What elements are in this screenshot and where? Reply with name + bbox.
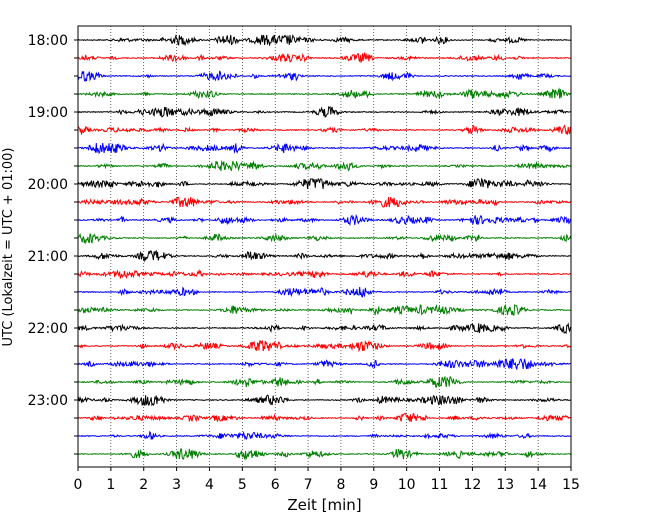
- x-tick-label: 6: [271, 477, 280, 493]
- x-tick-label: 8: [336, 477, 345, 493]
- x-tick-label: 14: [529, 477, 547, 493]
- x-tick-label: 10: [398, 477, 416, 493]
- seismic-trace: [77, 105, 572, 118]
- seismic-trace: [77, 214, 572, 227]
- seismic-trace: [77, 412, 572, 423]
- plot-frame: [77, 25, 572, 468]
- seismic-trace: [77, 196, 572, 208]
- y-tick-label: 21:00: [28, 249, 68, 265]
- x-tick-label: 3: [172, 477, 181, 493]
- seismic-trace: [77, 142, 572, 155]
- x-tick-label: 13: [496, 477, 514, 493]
- x-tick-label: 1: [106, 477, 115, 493]
- seismic-trace: [77, 51, 572, 64]
- seismic-trace: [77, 159, 572, 172]
- seismic-trace: [77, 232, 572, 245]
- grid-lines: [110, 26, 539, 467]
- y-tick-label: 20:00: [28, 177, 68, 193]
- seismic-trace: [77, 33, 572, 47]
- x-tick-label: 0: [74, 477, 83, 493]
- y-tick-label: 19:00: [28, 105, 68, 121]
- seismic-trace: [77, 70, 572, 83]
- seismic-trace: [77, 322, 572, 335]
- y-tick-label: 18:00: [28, 33, 68, 49]
- x-axis-title: Zeit [min]: [287, 496, 361, 514]
- seismic-trace: [77, 268, 572, 280]
- x-tick-label: 7: [304, 477, 313, 493]
- seismic-traces: [77, 33, 572, 461]
- x-tick-label: 11: [431, 477, 449, 493]
- x-tick-label: 4: [205, 477, 214, 493]
- x-tick-label: 9: [369, 477, 378, 493]
- x-tick-label: 5: [238, 477, 247, 493]
- x-tick-label: 2: [139, 477, 148, 493]
- seismic-trace: [77, 87, 572, 100]
- seismic-trace: [77, 357, 572, 371]
- seismic-trace: [77, 448, 572, 461]
- seismic-trace: [77, 375, 572, 388]
- seismic-trace: [77, 124, 572, 135]
- seismic-trace: [77, 177, 572, 190]
- seismic-trace: [77, 339, 572, 353]
- x-tick-label: 12: [463, 477, 481, 493]
- seismic-trace: [77, 394, 572, 407]
- y-axis: 18:00 19:00 20:00 21:00 22:00 23:00: [28, 33, 78, 455]
- x-tick-label: 15: [562, 477, 580, 493]
- seismic-trace: [77, 286, 572, 298]
- x-axis: 0 1 2 3 4 5 6 7 8 9 10 11 12 13 14 15: [74, 467, 580, 493]
- seismic-trace: [77, 430, 572, 441]
- seismic-trace: [77, 303, 572, 317]
- y-tick-label: 22:00: [28, 321, 68, 337]
- seismic-trace: [77, 249, 572, 263]
- y-tick-label: 23:00: [28, 393, 68, 409]
- y-axis-title: UTC (Lokalzeit = UTC + 01:00): [1, 148, 16, 347]
